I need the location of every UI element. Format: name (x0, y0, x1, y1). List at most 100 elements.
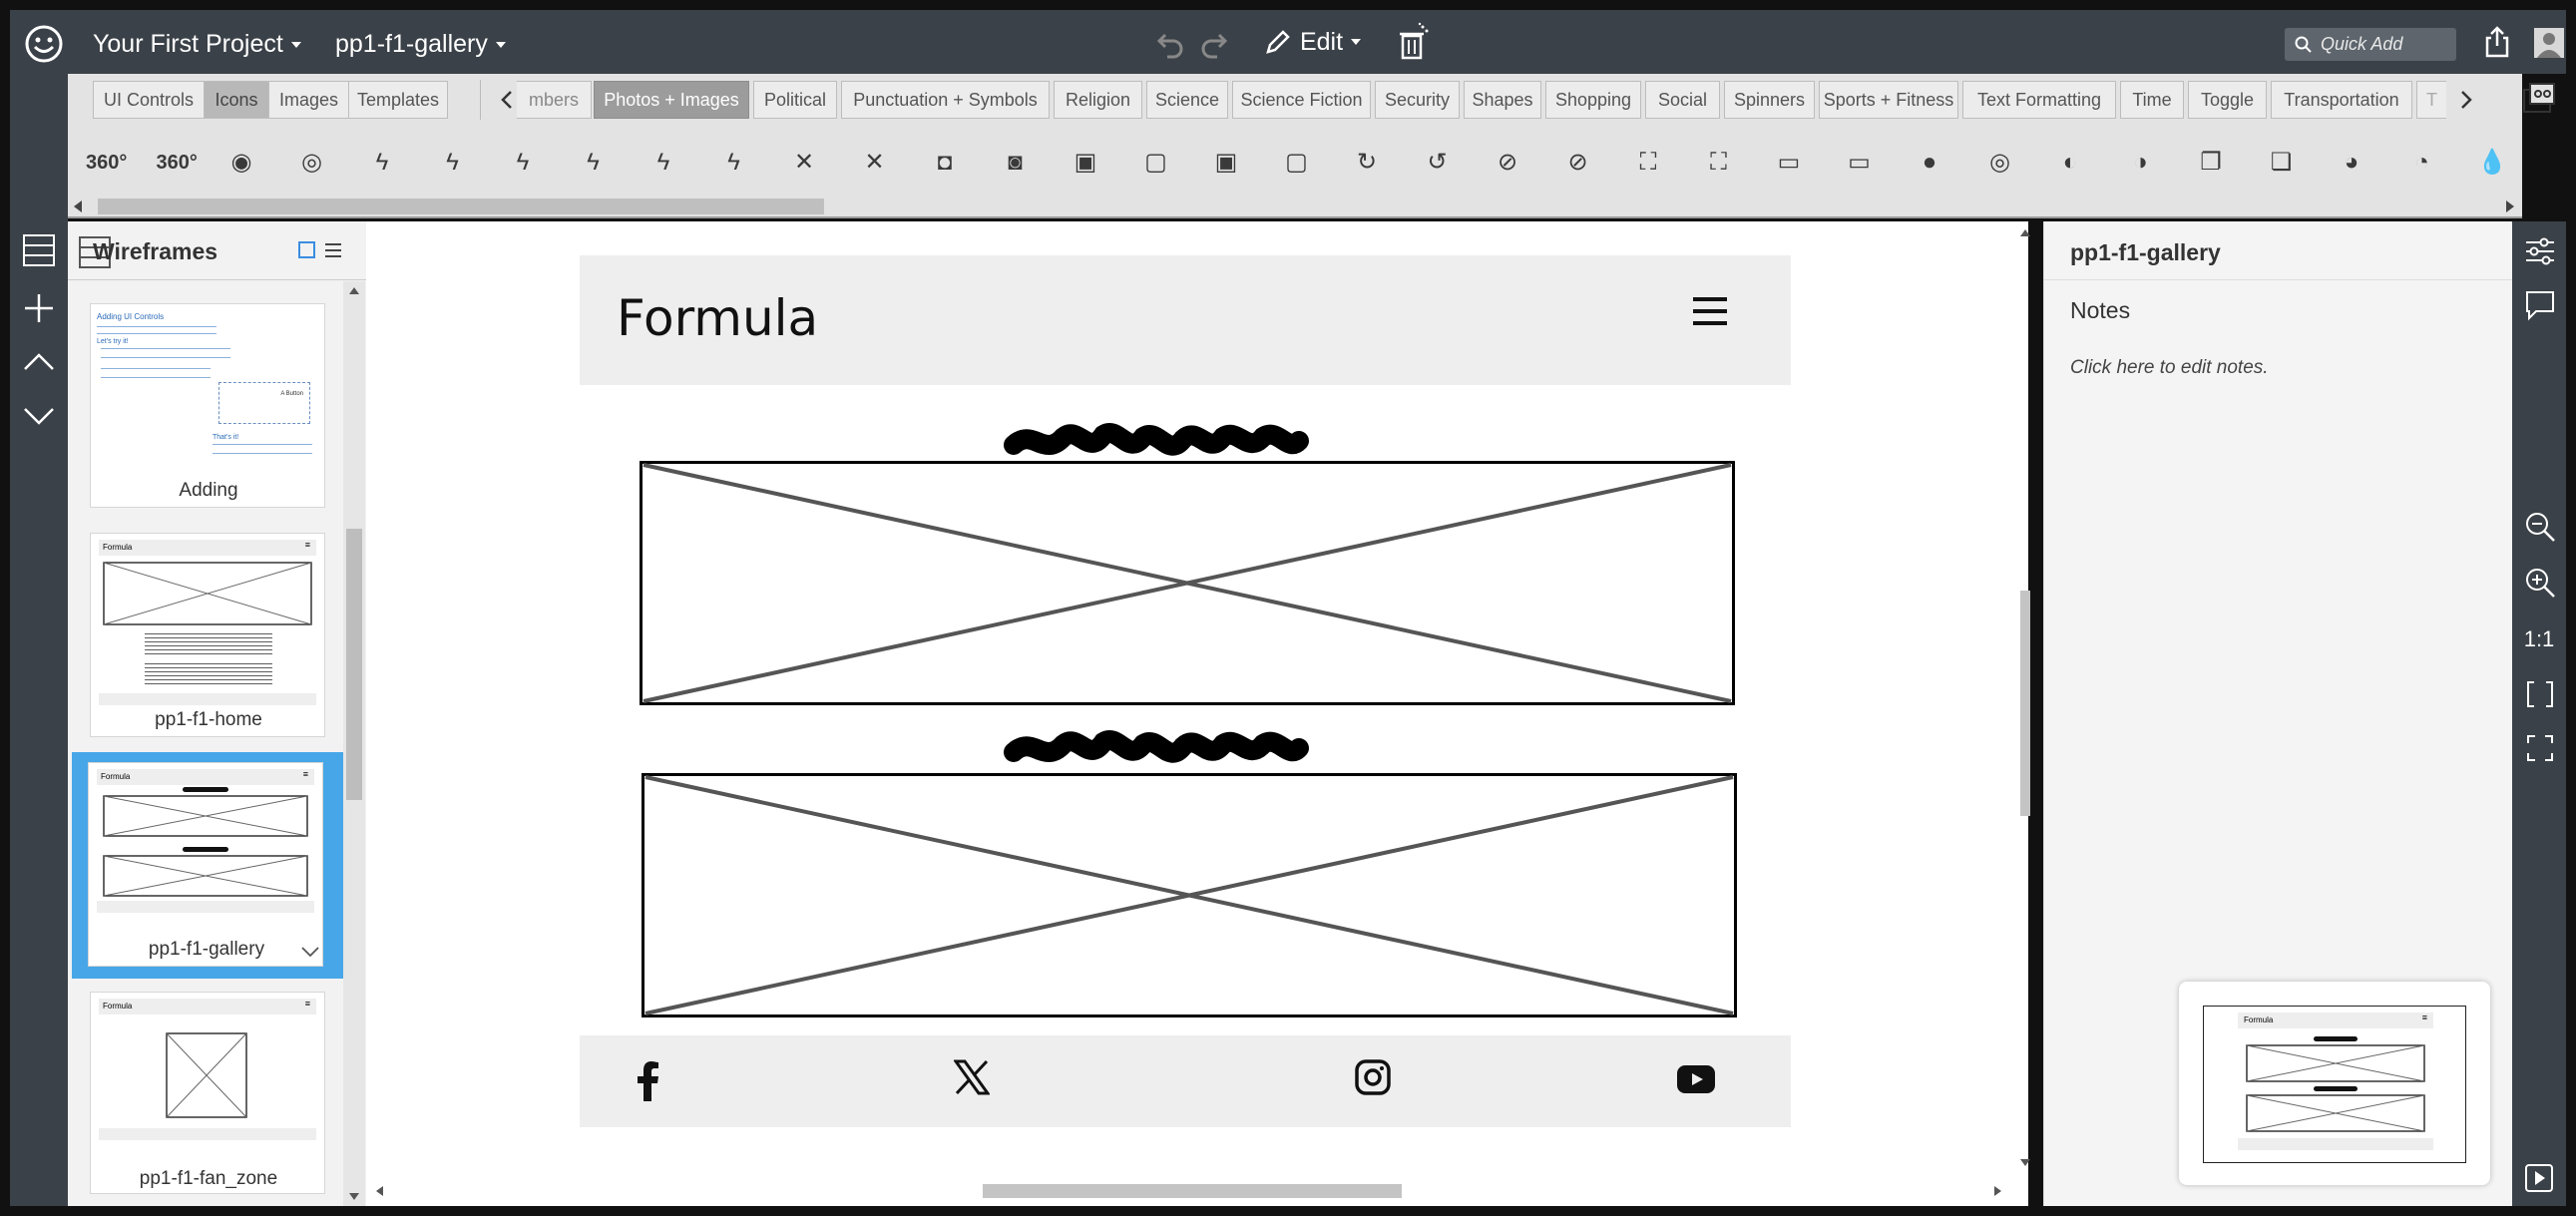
flash-icon[interactable]: ϟ (656, 149, 670, 176)
category-social[interactable]: Social (1645, 81, 1720, 119)
canvas-hscrollbar[interactable] (366, 1181, 2012, 1201)
mockup-header[interactable]: Formula (580, 255, 1791, 385)
category-science[interactable]: Science (1146, 81, 1228, 119)
category-religion[interactable]: Religion (1054, 81, 1142, 119)
zoom-reset-button[interactable]: 1:1 (2523, 626, 2555, 651)
scrollbar-thumb[interactable] (346, 529, 362, 800)
image-placeholder[interactable] (642, 773, 1737, 1017)
comment-icon[interactable] (2524, 289, 2556, 321)
scroll-right-arrow[interactable] (1994, 1186, 2001, 1196)
category-political[interactable]: Political (753, 81, 837, 119)
category-science-fiction[interactable]: Science Fiction (1232, 81, 1371, 119)
x-twitter-icon[interactable] (954, 1059, 990, 1095)
aperture-icon[interactable]: ◉ (230, 149, 252, 176)
thumbnail-view-toggle[interactable] (298, 241, 315, 258)
contrast-icon[interactable]: ◐ (2062, 149, 2078, 176)
camera-retro-icon[interactable]: ▣ (1214, 149, 1238, 176)
category-security[interactable]: Security (1375, 81, 1460, 119)
camera-rotate-icon[interactable]: ↻ (1356, 149, 1378, 176)
instagram-icon[interactable] (1355, 1059, 1391, 1095)
auto-flash-outline-icon[interactable]: ϟ (446, 149, 459, 176)
contrast-outline-icon[interactable]: ◑ (2133, 149, 2148, 176)
tab-images[interactable]: Images (268, 81, 349, 119)
scrollbar-thumb[interactable] (983, 1184, 1402, 1198)
screenshot-icon[interactable]: ⛶ (1639, 149, 1657, 176)
list-view-icon[interactable] (323, 240, 343, 260)
copy-outline-icon[interactable]: ❏ (2270, 149, 2293, 176)
symbol-library-icon[interactable] (2522, 82, 2556, 116)
category-photos-images[interactable]: Photos + Images (594, 81, 749, 119)
webcam-icon[interactable]: ▣ (1073, 149, 1097, 176)
chevron-down-icon[interactable] (300, 945, 320, 959)
scribble-heading[interactable] (1004, 726, 1309, 772)
category-next-partial[interactable]: T (2416, 81, 2446, 119)
lens-icon[interactable]: ● (1922, 149, 1937, 176)
category-text-formatting[interactable]: Text Formatting (1962, 81, 2116, 119)
quick-add-input[interactable]: Quick Add (2285, 28, 2456, 61)
fit-width-icon[interactable] (2526, 680, 2554, 708)
scroll-up-arrow[interactable] (2020, 229, 2030, 236)
tab-templates[interactable]: Templates (348, 81, 448, 119)
laptop-outline-icon[interactable]: ▭ (1848, 149, 1871, 176)
category-spinners[interactable]: Spinners (1724, 81, 1815, 119)
category-sports-fitness[interactable]: Sports + Fitness (1819, 81, 1958, 119)
icon-strip-scrollbar[interactable] (68, 195, 2522, 218)
auto-flash-a-outline-icon[interactable]: ϟ (587, 149, 600, 176)
wireframe-thumb-gallery-selected[interactable]: Formula ≡ pp1-f1-gallery (72, 752, 343, 979)
layers-icon[interactable] (22, 233, 56, 267)
wireframe-thumb-home[interactable]: Formula ≡ pp1-f1-home (90, 533, 325, 737)
layout-icon[interactable] (78, 235, 112, 269)
category-time[interactable]: Time (2120, 81, 2184, 119)
add-wireframe-icon[interactable] (22, 291, 56, 325)
palette-icon[interactable]: ◕ (2344, 149, 2360, 176)
scroll-down-arrow[interactable] (349, 1193, 359, 1200)
auto-flash-icon[interactable]: ϟ (375, 149, 389, 176)
copy-icon[interactable]: ❐ (2200, 149, 2222, 176)
canvas[interactable]: Formula (366, 221, 2030, 1206)
flash-off-outline-icon[interactable]: ✕ (864, 149, 885, 176)
flash-off-icon[interactable]: ✕ (793, 149, 815, 176)
drop-icon[interactable]: 💧 (2477, 149, 2507, 176)
undo-icon[interactable] (1155, 27, 1187, 59)
scribble-heading[interactable] (1004, 419, 1309, 465)
settings-sliders-icon[interactable] (2524, 235, 2556, 267)
tab-icons[interactable]: Icons (204, 81, 269, 119)
screenshot-outline-icon[interactable]: ⛶ (1710, 149, 1727, 176)
scrollbar-thumb[interactable] (98, 199, 824, 214)
smiley-logo-icon[interactable] (24, 24, 64, 64)
youtube-icon[interactable] (1677, 1065, 1715, 1093)
auto-flash-a-icon[interactable]: ϟ (516, 149, 530, 176)
category-punctuation-symbols[interactable]: Punctuation + Symbols (841, 81, 1050, 119)
palette-outline-icon[interactable]: ◔ (2414, 149, 2429, 176)
category-shapes[interactable]: Shapes (1464, 81, 1541, 119)
redo-icon[interactable] (1197, 27, 1229, 59)
laptop-icon[interactable]: ▭ (1777, 149, 1801, 176)
notes-editor[interactable]: Click here to edit notes. (2070, 357, 2269, 378)
category-numbers[interactable]: mbers (517, 81, 592, 119)
image-placeholder[interactable] (640, 461, 1735, 705)
scroll-down-arrow[interactable] (2020, 1159, 2030, 1166)
camera-rotate-outline-icon[interactable]: ↺ (1427, 149, 1448, 176)
chevron-down-icon[interactable] (22, 403, 56, 429)
wireframe-thumb-adding[interactable]: Adding UI Controls Let's try it! A Butto… (90, 303, 325, 508)
category-toggle[interactable]: Toggle (2188, 81, 2267, 119)
360-icon[interactable]: 360° (86, 152, 128, 174)
scroll-left-arrow[interactable] (376, 1186, 383, 1196)
360-outline-icon[interactable]: 360° (156, 152, 198, 174)
flash-outline-icon[interactable]: ϟ (727, 149, 740, 176)
avatar[interactable] (2534, 28, 2564, 58)
scroll-right-arrow[interactable] (2506, 201, 2514, 212)
canvas-vscrollbar[interactable] (2018, 221, 2032, 1179)
camera-off-icon[interactable]: ⊘ (1497, 149, 1518, 176)
camera-icon[interactable]: ◘ (937, 149, 953, 176)
edit-menu[interactable]: Edit (1263, 27, 1362, 57)
category-transportation[interactable]: Transportation (2271, 81, 2412, 119)
chevron-left-icon[interactable] (499, 88, 515, 112)
mockup-footer[interactable] (580, 1035, 1791, 1127)
lens-outline-icon[interactable]: ◎ (1989, 149, 2010, 176)
aperture-outline-icon[interactable]: ◎ (301, 149, 322, 176)
project-menu[interactable]: Your First Project (93, 30, 301, 59)
scroll-up-arrow[interactable] (349, 287, 359, 294)
camera-off-outline-icon[interactable]: ⊘ (1567, 149, 1588, 176)
zoom-out-icon[interactable] (2524, 511, 2556, 543)
